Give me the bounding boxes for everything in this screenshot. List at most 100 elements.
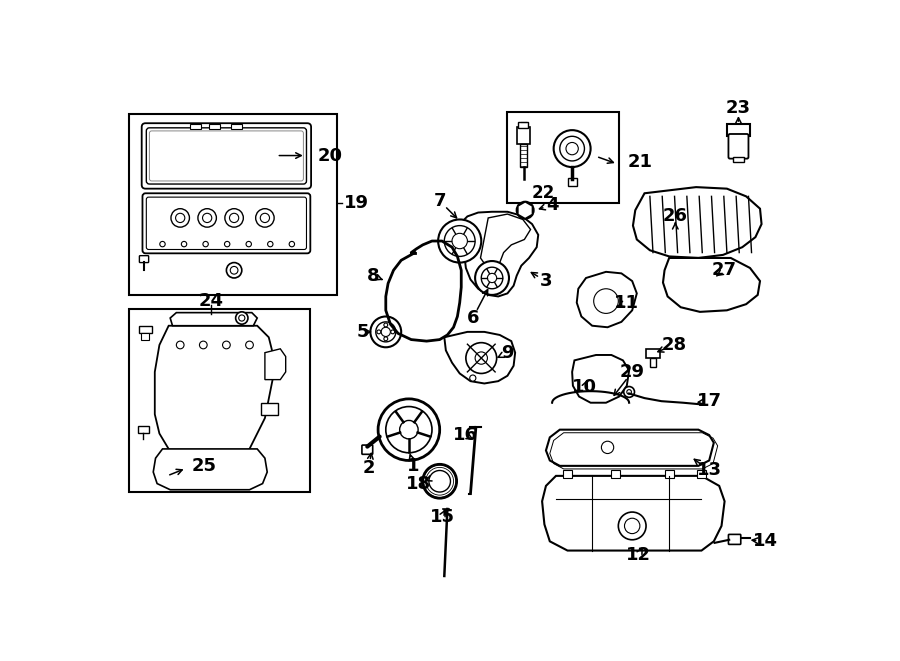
Text: 11: 11 xyxy=(615,293,639,311)
Polygon shape xyxy=(210,124,220,129)
Circle shape xyxy=(376,322,396,342)
Bar xyxy=(650,358,656,368)
Circle shape xyxy=(256,209,274,227)
Text: 20: 20 xyxy=(318,147,342,165)
Circle shape xyxy=(475,352,488,364)
Polygon shape xyxy=(155,326,273,461)
Bar xyxy=(141,333,149,340)
Circle shape xyxy=(289,241,294,247)
Circle shape xyxy=(429,471,451,492)
FancyBboxPatch shape xyxy=(728,534,741,545)
Circle shape xyxy=(445,225,475,256)
Text: 8: 8 xyxy=(366,266,379,285)
Text: 15: 15 xyxy=(429,508,454,525)
Circle shape xyxy=(438,219,482,262)
FancyBboxPatch shape xyxy=(140,256,148,262)
Circle shape xyxy=(377,330,381,334)
Polygon shape xyxy=(518,202,533,219)
Polygon shape xyxy=(577,272,637,327)
Circle shape xyxy=(400,420,419,439)
Circle shape xyxy=(391,330,394,334)
Circle shape xyxy=(260,214,269,223)
Text: 22: 22 xyxy=(532,184,555,202)
Bar xyxy=(664,471,674,478)
Circle shape xyxy=(517,202,534,219)
Circle shape xyxy=(601,442,614,453)
Polygon shape xyxy=(546,430,714,466)
Text: 9: 9 xyxy=(501,344,514,362)
Polygon shape xyxy=(572,355,629,403)
Circle shape xyxy=(382,327,391,336)
Text: 6: 6 xyxy=(466,309,479,327)
Polygon shape xyxy=(445,332,515,383)
Circle shape xyxy=(423,464,456,498)
Circle shape xyxy=(618,512,646,540)
Circle shape xyxy=(202,214,211,223)
Polygon shape xyxy=(460,212,538,297)
Circle shape xyxy=(202,241,208,247)
Polygon shape xyxy=(170,313,257,326)
Polygon shape xyxy=(153,449,267,490)
Circle shape xyxy=(267,241,273,247)
Text: 26: 26 xyxy=(662,208,688,225)
Text: 13: 13 xyxy=(697,461,722,479)
Circle shape xyxy=(554,130,590,167)
Circle shape xyxy=(225,209,243,227)
Bar xyxy=(646,349,660,358)
Bar xyxy=(140,326,152,333)
Text: 19: 19 xyxy=(344,194,368,212)
Bar xyxy=(138,426,148,433)
Bar xyxy=(508,112,619,202)
Circle shape xyxy=(160,241,166,247)
Bar xyxy=(727,124,750,136)
Text: 23: 23 xyxy=(726,98,751,117)
Circle shape xyxy=(176,214,184,223)
Text: 7: 7 xyxy=(434,192,446,210)
Polygon shape xyxy=(231,124,242,129)
Text: 4: 4 xyxy=(546,196,558,214)
Polygon shape xyxy=(481,214,530,268)
Circle shape xyxy=(488,274,497,283)
Polygon shape xyxy=(190,124,201,129)
Text: 17: 17 xyxy=(697,392,722,410)
Bar xyxy=(518,122,528,128)
FancyBboxPatch shape xyxy=(149,131,303,181)
Circle shape xyxy=(384,337,388,340)
Text: 16: 16 xyxy=(453,426,478,444)
Circle shape xyxy=(230,266,238,274)
Text: 2: 2 xyxy=(363,459,375,477)
Circle shape xyxy=(624,387,634,397)
Circle shape xyxy=(566,143,579,155)
FancyBboxPatch shape xyxy=(141,123,311,188)
Text: 29: 29 xyxy=(620,363,644,381)
Polygon shape xyxy=(542,476,724,551)
FancyBboxPatch shape xyxy=(362,445,373,454)
Circle shape xyxy=(198,209,216,227)
Bar xyxy=(518,127,530,144)
Text: 21: 21 xyxy=(627,153,652,171)
Circle shape xyxy=(371,317,401,347)
Bar xyxy=(568,178,577,186)
Circle shape xyxy=(626,389,632,394)
Text: 18: 18 xyxy=(406,475,431,492)
Polygon shape xyxy=(633,187,761,258)
Bar xyxy=(734,157,743,163)
Text: 3: 3 xyxy=(540,272,553,290)
Text: 12: 12 xyxy=(626,546,651,564)
Circle shape xyxy=(227,262,242,278)
Circle shape xyxy=(520,206,530,215)
Circle shape xyxy=(182,241,186,247)
Circle shape xyxy=(246,241,251,247)
Text: 25: 25 xyxy=(192,457,217,475)
Circle shape xyxy=(466,342,497,373)
Text: 5: 5 xyxy=(356,323,369,341)
Text: 28: 28 xyxy=(662,336,687,354)
Circle shape xyxy=(200,341,207,349)
Circle shape xyxy=(470,375,476,381)
Circle shape xyxy=(230,214,238,223)
Bar xyxy=(129,309,310,492)
Circle shape xyxy=(171,209,189,227)
Bar xyxy=(261,403,278,415)
Circle shape xyxy=(560,136,584,161)
Circle shape xyxy=(224,241,230,247)
